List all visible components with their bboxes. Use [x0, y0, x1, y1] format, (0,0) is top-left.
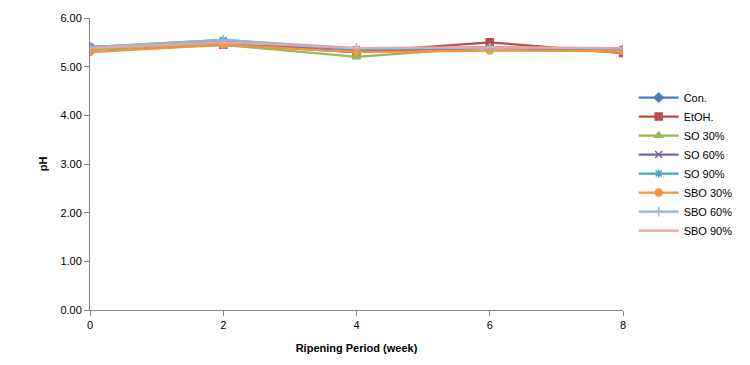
- svg-text:SO 30%: SO 30%: [684, 130, 725, 142]
- svg-text:pH: pH: [37, 157, 49, 172]
- svg-text:4: 4: [353, 319, 359, 331]
- svg-text:2.00: 2.00: [60, 207, 81, 219]
- svg-text:0: 0: [87, 319, 93, 331]
- svg-text:4.00: 4.00: [60, 109, 81, 121]
- svg-text:SO 60%: SO 60%: [684, 149, 725, 161]
- svg-text:SBO 90%: SBO 90%: [684, 225, 733, 237]
- svg-text:1.00: 1.00: [60, 255, 81, 267]
- svg-text:EtOH.: EtOH.: [684, 111, 714, 123]
- svg-text:6.00: 6.00: [60, 12, 81, 24]
- svg-text:2: 2: [220, 319, 226, 331]
- svg-text:5.00: 5.00: [60, 61, 81, 73]
- svg-text:3.00: 3.00: [60, 158, 81, 170]
- svg-text:Ripening Period (week): Ripening Period (week): [296, 342, 418, 354]
- svg-text:SBO 30%: SBO 30%: [684, 187, 733, 199]
- svg-text:SBO 60%: SBO 60%: [684, 206, 733, 218]
- svg-text:Con.: Con.: [684, 92, 707, 104]
- svg-text:0.00: 0.00: [60, 304, 81, 316]
- svg-text:SO 90%: SO 90%: [684, 168, 725, 180]
- svg-text:6: 6: [487, 319, 493, 331]
- svg-text:8: 8: [620, 319, 626, 331]
